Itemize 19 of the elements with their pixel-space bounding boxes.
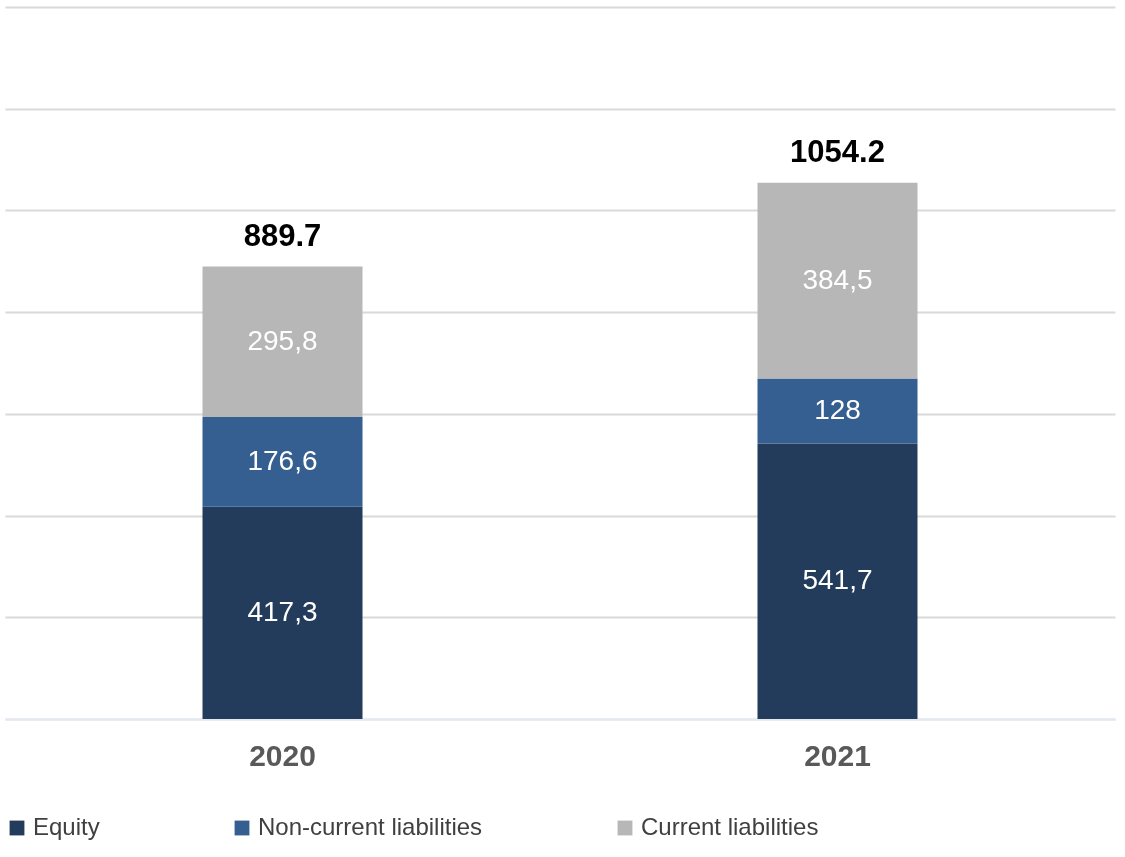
bar: [757, 378, 918, 444]
data-label: 384,5: [802, 263, 873, 295]
bar: [202, 266, 363, 417]
legend-label: Equity: [33, 813, 100, 840]
x-tick-label: 2021: [804, 738, 871, 772]
legend-label: Current liabilities: [641, 813, 819, 840]
data-label: 417,3: [247, 595, 318, 627]
bar: [757, 182, 918, 379]
bar: [202, 416, 363, 507]
data-label: 541,7: [802, 564, 873, 596]
total-label: 1054.2: [790, 133, 885, 169]
bar: [757, 443, 918, 719]
legend-label: Non-current liabilities: [258, 813, 483, 840]
data-label: 128: [814, 393, 861, 425]
total-label: 889.7: [243, 217, 322, 253]
x-tick-label: 2020: [249, 738, 316, 772]
bar: [202, 506, 363, 719]
data-label: 295,8: [247, 324, 318, 356]
data-label: 176,6: [247, 444, 318, 476]
